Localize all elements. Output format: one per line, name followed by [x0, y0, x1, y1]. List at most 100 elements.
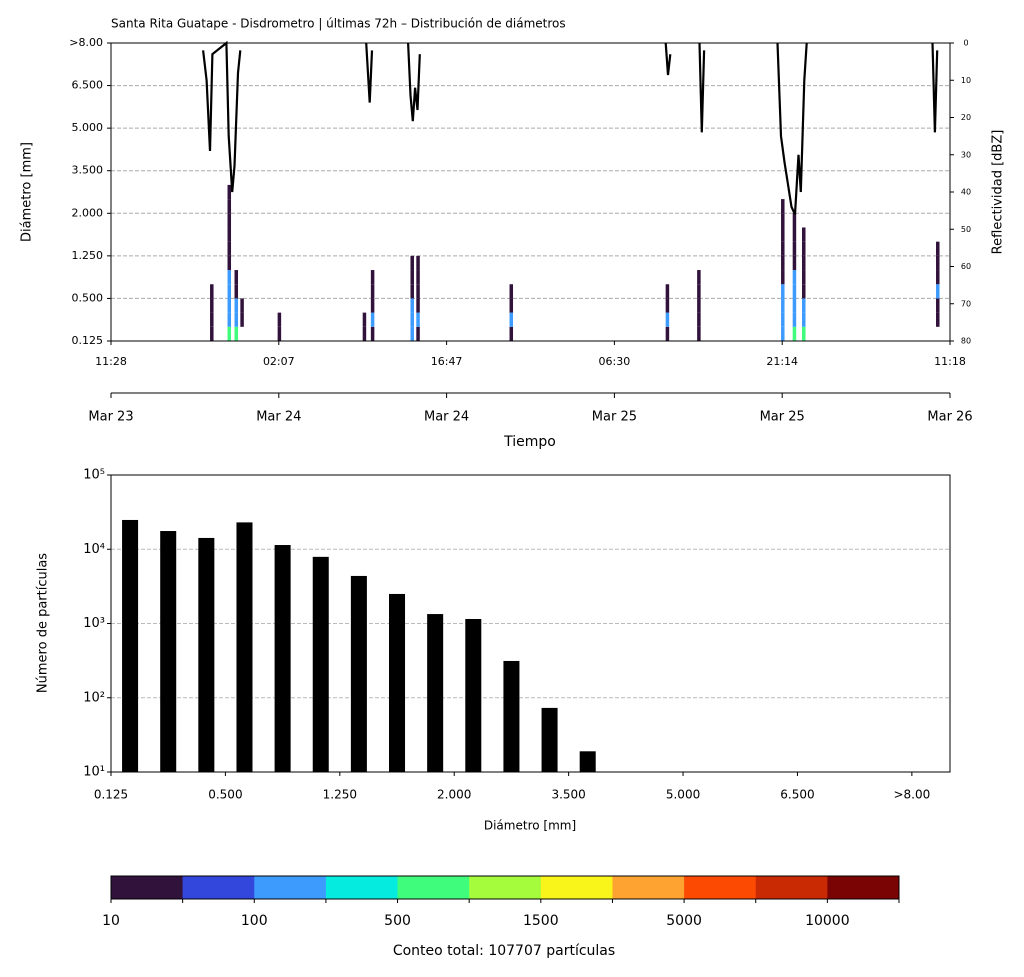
heat-cell: [227, 284, 232, 299]
heat-cell: [792, 284, 797, 299]
y-tick-label: 6.500: [72, 79, 104, 92]
heat-cell: [781, 326, 785, 341]
heat-cell: [509, 326, 514, 341]
bar: [503, 660, 520, 772]
heat-cell: [227, 270, 232, 285]
colorbar-tick-label: 5000: [666, 913, 702, 929]
x2-tick-label: Mar 24: [424, 410, 469, 425]
heat-cell: [234, 312, 239, 327]
heat-cell: [277, 312, 282, 327]
colorbar-frame: [110, 875, 900, 900]
y2-tick-label: 0: [963, 39, 968, 48]
heat-cell: [781, 241, 785, 256]
heat-cell: [792, 227, 797, 242]
heat-cell: [936, 241, 940, 256]
heat-cell: [227, 184, 232, 200]
x-tick-label: 5.000: [666, 788, 700, 802]
heat-cell: [802, 255, 806, 271]
bar: [236, 522, 253, 772]
heat-cell: [792, 213, 797, 228]
bar: [160, 531, 177, 772]
x2-tick-label: Mar 26: [927, 410, 972, 425]
heat-cell: [410, 326, 414, 341]
y-tick-label: 10⁵: [83, 468, 105, 483]
heat-cell: [416, 255, 420, 271]
colorbar-swatch: [684, 876, 757, 899]
bar: [350, 575, 367, 772]
heat-cell: [416, 284, 420, 299]
heat-cell: [781, 227, 785, 242]
y-tick-label: 1.250: [72, 249, 104, 262]
y-tick-label: >8.00: [69, 36, 103, 49]
colorbar-tick-label: 10000: [805, 913, 850, 929]
heat-cell: [234, 326, 239, 341]
colorbar-tick-label: 1500: [523, 913, 559, 929]
colorbar-swatch: [612, 876, 685, 899]
heat-cell: [792, 241, 797, 256]
y2-tick-label: 70: [961, 299, 971, 308]
y-tick-label: 0.125: [72, 334, 104, 347]
heat-cell: [802, 241, 806, 256]
heat-cell: [697, 326, 701, 341]
heat-cell: [509, 312, 514, 327]
heat-cell: [362, 326, 367, 341]
heat-cell: [792, 270, 797, 285]
x-tick-label: 1.250: [323, 788, 357, 802]
heat-cell: [416, 326, 420, 341]
heat-cell: [665, 312, 670, 327]
reflectivity-line: [365, 42, 374, 103]
heat-cell: [802, 284, 806, 299]
heat-cell: [227, 213, 232, 228]
heat-cell: [234, 284, 239, 299]
heat-cell: [210, 284, 214, 299]
y-tick-label: 2.000: [72, 206, 104, 219]
heat-cell: [665, 284, 670, 299]
heat-cell: [665, 326, 670, 341]
heat-cell: [781, 298, 785, 313]
heat-cell: [227, 255, 232, 271]
colorbar-swatch: [397, 876, 470, 899]
y-axis-label: Número de partículas: [36, 553, 51, 693]
x2-tick-label: Mar 25: [760, 410, 805, 425]
x-axis-label: Tiempo: [503, 434, 556, 450]
reflectivity-line: [664, 42, 672, 76]
x-tick-label: 6.500: [780, 788, 814, 802]
x2-tick-label: Mar 25: [592, 410, 637, 425]
x2-tick-label: Mar 23: [88, 410, 133, 425]
reflectivity-line: [202, 40, 242, 193]
heat-cell: [234, 298, 239, 313]
y2-tick-label: 50: [961, 225, 971, 234]
colorbar-swatch: [755, 876, 828, 899]
heat-cell: [227, 298, 232, 313]
heat-cell: [792, 326, 797, 341]
heat-cell: [792, 255, 797, 271]
x-tick-label: >8.00: [893, 788, 930, 802]
y2-tick-label: 40: [961, 188, 971, 197]
y2-tick-label: 10: [961, 76, 971, 85]
y-axis-label: Diámetro [mm]: [20, 142, 35, 242]
chart-title: Santa Rita Guatape - Disdrometro | últim…: [111, 17, 566, 31]
colorbar-tick-label: 500: [384, 913, 411, 929]
heat-cell: [210, 298, 214, 313]
colorbar-swatch: [111, 876, 183, 899]
x-tick-label: 11:18: [934, 355, 966, 368]
heat-cell: [227, 326, 232, 341]
heat-cell: [781, 199, 785, 214]
y2-axis-label: Reflectividad [dBZ]: [991, 130, 1006, 255]
heat-cell: [410, 312, 414, 327]
heat-cell: [277, 326, 282, 341]
y2-tick-label: 60: [961, 262, 971, 271]
reflectivity-line: [698, 42, 706, 133]
reflectivity-line: [407, 42, 421, 122]
heat-cell: [362, 312, 367, 327]
heat-cell: [697, 270, 701, 285]
bar: [579, 751, 596, 772]
heat-cell: [410, 284, 414, 299]
bar: [274, 545, 291, 772]
heat-cell: [697, 298, 701, 313]
colorbar-swatch: [325, 876, 398, 899]
y-tick-label: 3.500: [72, 164, 104, 177]
heat-cell: [936, 255, 940, 271]
heat-cell: [936, 298, 940, 313]
bar: [122, 519, 139, 772]
